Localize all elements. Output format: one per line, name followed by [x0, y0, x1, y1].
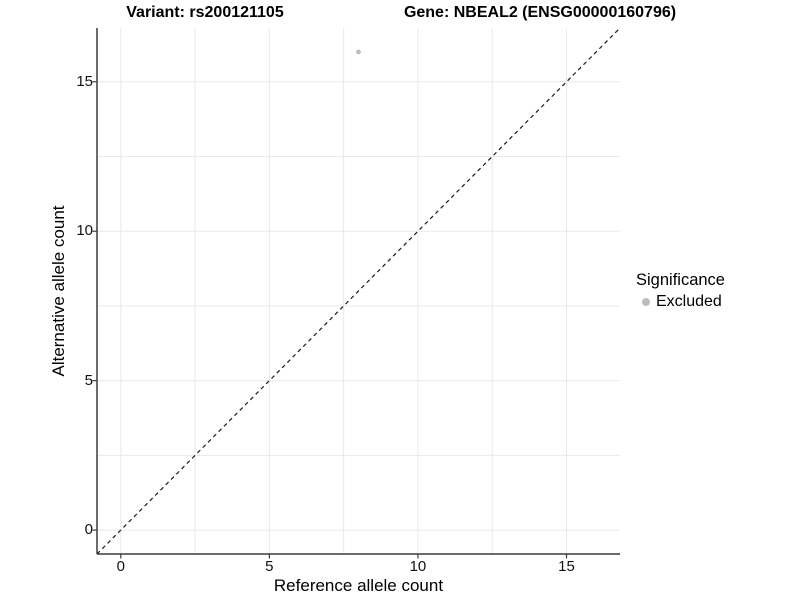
- data-point: [356, 49, 361, 55]
- y-tick-label: 5: [84, 371, 93, 389]
- y-axis-title: Alternative allele count: [49, 205, 68, 377]
- y-tick-label: 10: [76, 222, 93, 240]
- legend: Significance Excluded: [634, 271, 725, 311]
- variant-title: Variant: rs200121105: [126, 4, 284, 21]
- legend-point-icon: [642, 298, 650, 306]
- identity-line: [96, 28, 620, 555]
- y-tick-label: 0: [84, 521, 93, 539]
- x-axis-title: Reference allele count: [273, 576, 444, 595]
- chart-panel: [92, 28, 620, 559]
- x-tick-label: 5: [265, 558, 274, 575]
- y-tick-label: 15: [76, 72, 93, 90]
- legend-title: Significance: [636, 271, 725, 289]
- x-tick-label: 15: [558, 558, 575, 575]
- x-tick-label: 10: [409, 558, 427, 575]
- gene-title: Gene: NBEAL2 (ENSG00000160796): [403, 4, 677, 21]
- x-tick-label: 0: [116, 558, 125, 575]
- legend-item: Excluded: [634, 293, 725, 311]
- legend-item-label: Excluded: [656, 293, 722, 310]
